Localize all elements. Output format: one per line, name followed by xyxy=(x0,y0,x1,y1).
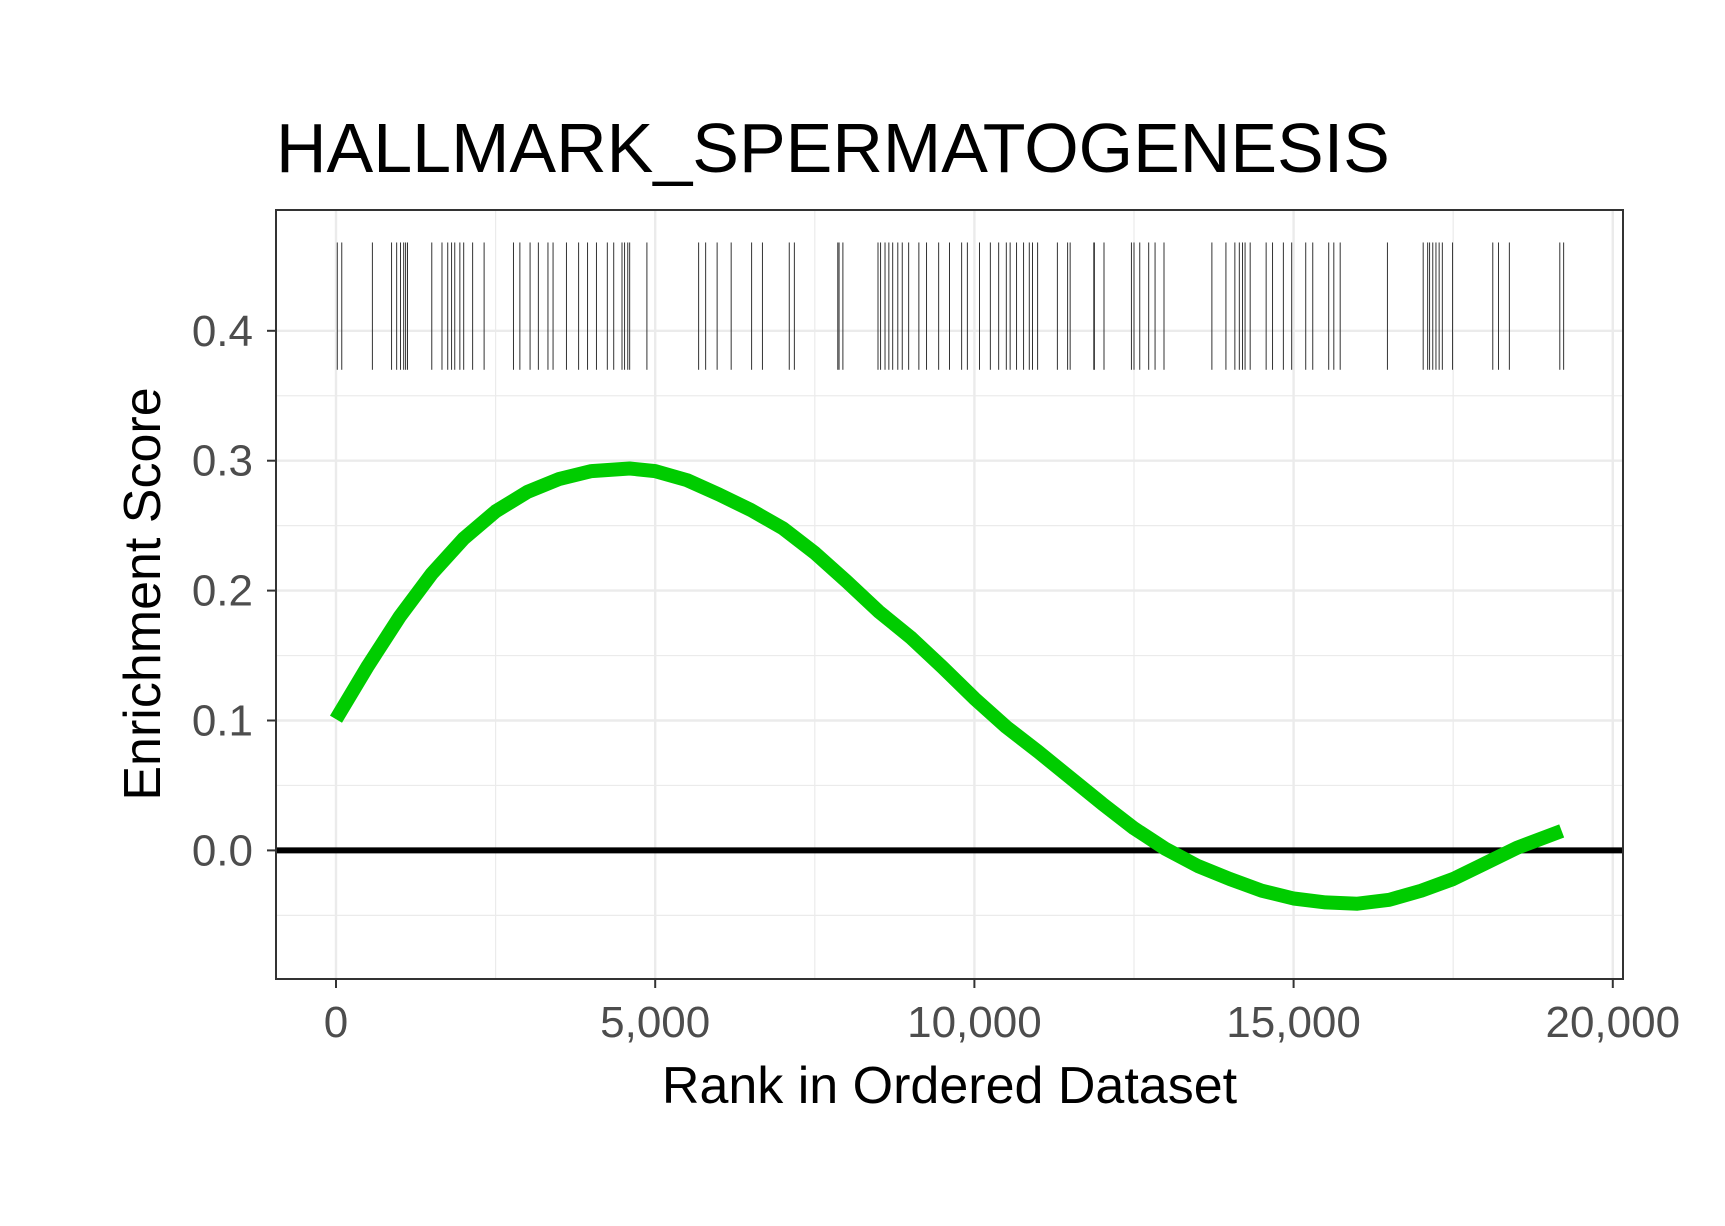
y-tick-label: 0.1 xyxy=(192,697,253,746)
y-tick-label: 0.2 xyxy=(192,567,253,616)
y-tick-label: 0.4 xyxy=(192,307,253,356)
y-tick-label: 0.3 xyxy=(192,437,253,486)
x-tick-label: 20,000 xyxy=(1545,998,1680,1047)
chart-title: HALLMARK_SPERMATOGENESIS xyxy=(276,109,1390,187)
x-tick-label: 0 xyxy=(324,998,348,1047)
x-tick-label: 10,000 xyxy=(907,998,1042,1047)
enrichment-score-line xyxy=(329,461,1565,911)
panel-border xyxy=(275,209,1624,980)
x-tick-label: 15,000 xyxy=(1226,998,1361,1047)
y-tick-label: 0.0 xyxy=(192,826,253,875)
x-axis-label: Rank in Ordered Dataset xyxy=(662,1057,1238,1115)
x-tick-label: 5,000 xyxy=(600,998,710,1047)
y-axis-label: Enrichment Score xyxy=(114,387,172,800)
